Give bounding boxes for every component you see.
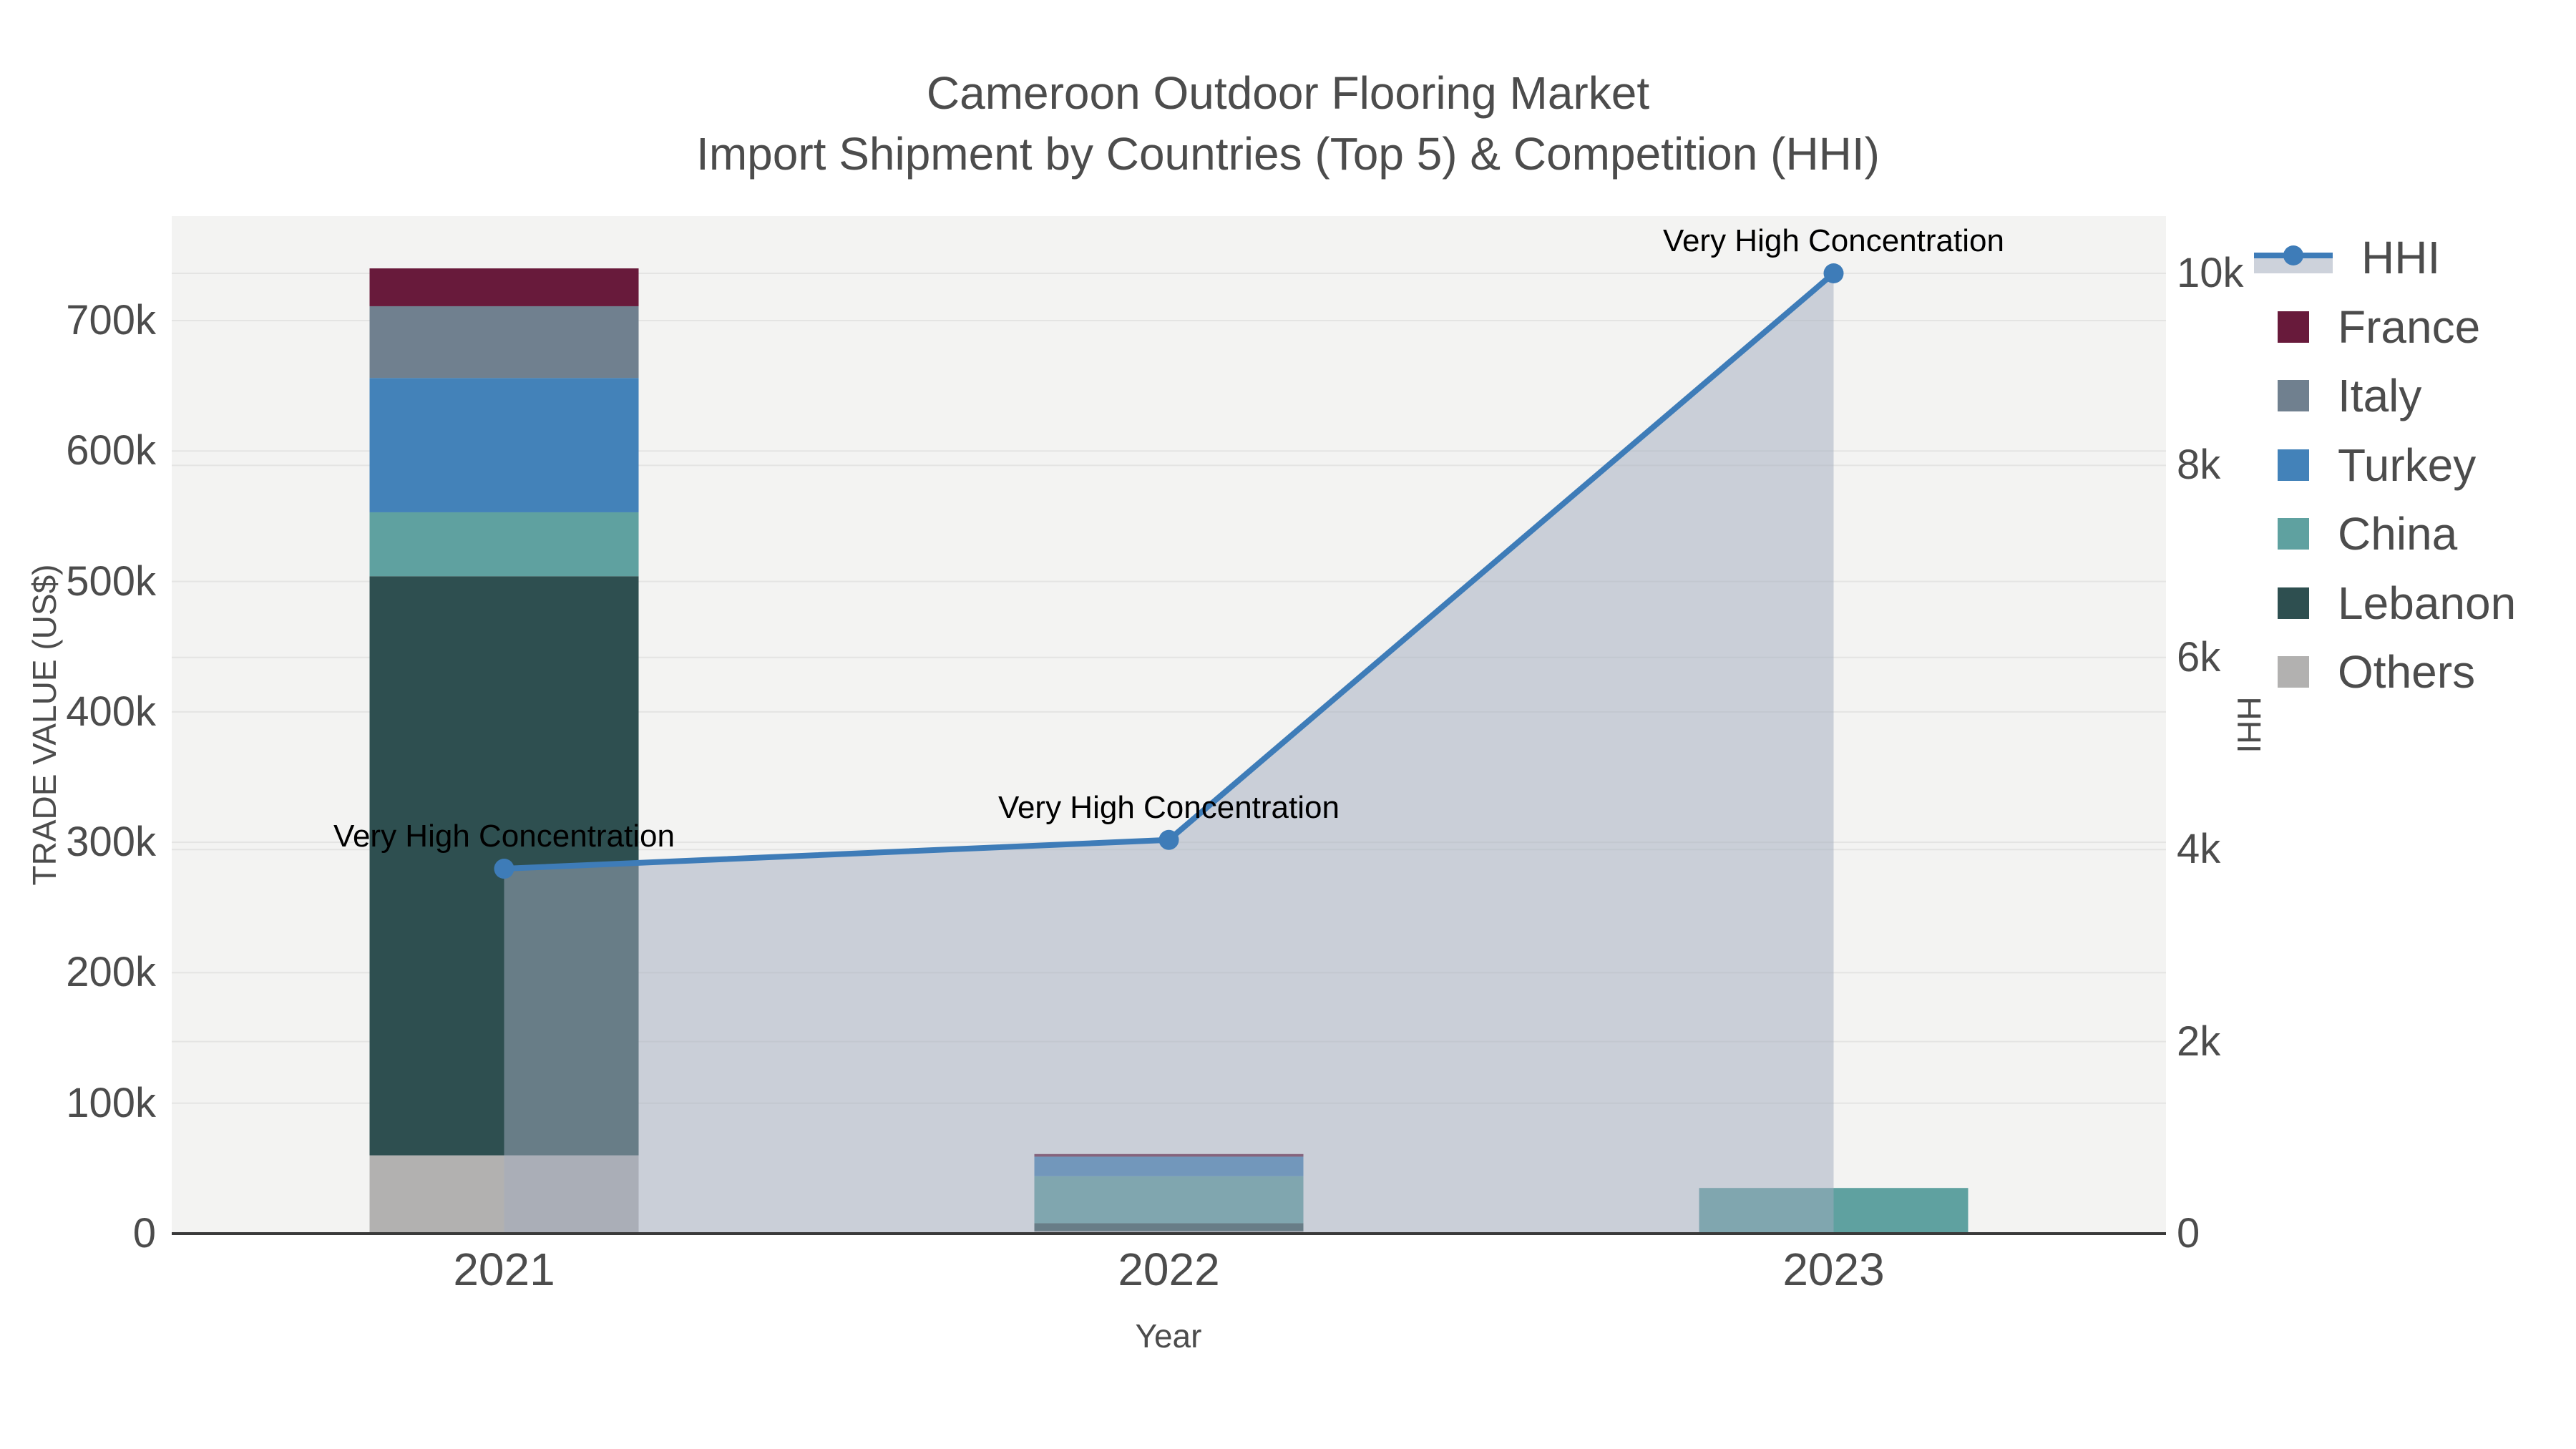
y-right-tick-8k: 8k xyxy=(2177,441,2221,489)
y-right-tick-0: 0 xyxy=(2177,1210,2200,1257)
hhi-area-fill xyxy=(504,273,1834,1234)
legend-label-france: France xyxy=(2338,301,2481,353)
y-left-tick-600k: 600k xyxy=(66,427,156,474)
y-right-tick-10k: 10k xyxy=(2177,250,2244,296)
legend-swatch-italy xyxy=(2278,380,2309,411)
y-axis-left-title: TRADE VALUE (US$) xyxy=(26,564,63,886)
hhi-marker-2021[interactable] xyxy=(494,859,514,879)
legend-swatch-lebanon xyxy=(2278,587,2309,619)
hhi-marker-sample xyxy=(2283,245,2303,265)
legend-swatch-france xyxy=(2278,311,2309,343)
bar-segment-turkey-2021[interactable] xyxy=(369,378,639,512)
legend-item-france[interactable]: France xyxy=(2254,304,2480,350)
y-left-tick-300k: 300k xyxy=(66,819,156,866)
legend-label-lebanon: Lebanon xyxy=(2338,577,2517,629)
legend-label-others: Others xyxy=(2338,646,2476,698)
annotation-2022: Very High Concentration xyxy=(998,789,1340,825)
chart-title: Cameroon Outdoor Flooring Market xyxy=(926,67,1650,119)
legend-swatch-others xyxy=(2278,656,2309,688)
y-left-tick-200k: 200k xyxy=(66,949,156,996)
y-left-tick-100k: 100k xyxy=(66,1079,156,1126)
y-right-tick-6k: 6k xyxy=(2177,633,2221,680)
legend-label-turkey: Turkey xyxy=(2338,439,2477,491)
legend-label-china: China xyxy=(2338,508,2458,560)
annotation-2023: Very High Concentration xyxy=(1663,223,2004,258)
y-left-tick-500k: 500k xyxy=(66,557,156,605)
x-tick-2021: 2021 xyxy=(453,1244,555,1295)
y-right-tick-2k: 2k xyxy=(2177,1018,2221,1065)
legend-item-others[interactable]: Others xyxy=(2254,649,2475,695)
hhi-marker-2022[interactable] xyxy=(1158,829,1179,850)
legend-item-turkey[interactable]: Turkey xyxy=(2254,442,2476,488)
legend-swatch-china xyxy=(2278,518,2309,550)
legend-label-italy: Italy xyxy=(2338,370,2422,421)
legend-item-china[interactable]: China xyxy=(2254,511,2457,557)
legend-label-hhi: HHI xyxy=(2361,232,2441,283)
legend-item-hhi[interactable]: HHI xyxy=(2254,235,2440,280)
chart-subtitle: Import Shipment by Countries (Top 5) & C… xyxy=(696,128,1880,180)
x-axis-title: Year xyxy=(1135,1317,1202,1355)
hhi-fill-sample xyxy=(2254,258,2333,273)
annotation-2021: Very High Concentration xyxy=(333,819,675,854)
y-left-tick-700k: 700k xyxy=(66,297,156,343)
y-right-tick-4k: 4k xyxy=(2177,826,2221,873)
bar-segment-france-2021[interactable] xyxy=(369,268,639,306)
legend-swatch-turkey xyxy=(2278,449,2309,481)
y-left-tick-400k: 400k xyxy=(66,688,156,735)
hhi-line-icon xyxy=(2254,238,2333,278)
x-tick-2022: 2022 xyxy=(1118,1244,1220,1295)
legend-item-lebanon[interactable]: Lebanon xyxy=(2254,580,2516,626)
y-left-tick-0: 0 xyxy=(132,1210,156,1257)
bar-segment-china-2021[interactable] xyxy=(369,512,639,577)
legend-item-italy[interactable]: Italy xyxy=(2254,373,2421,419)
hhi-marker-2023[interactable] xyxy=(1823,263,1844,283)
x-tick-2023: 2023 xyxy=(1782,1244,1885,1295)
bar-segment-italy-2021[interactable] xyxy=(369,306,639,379)
